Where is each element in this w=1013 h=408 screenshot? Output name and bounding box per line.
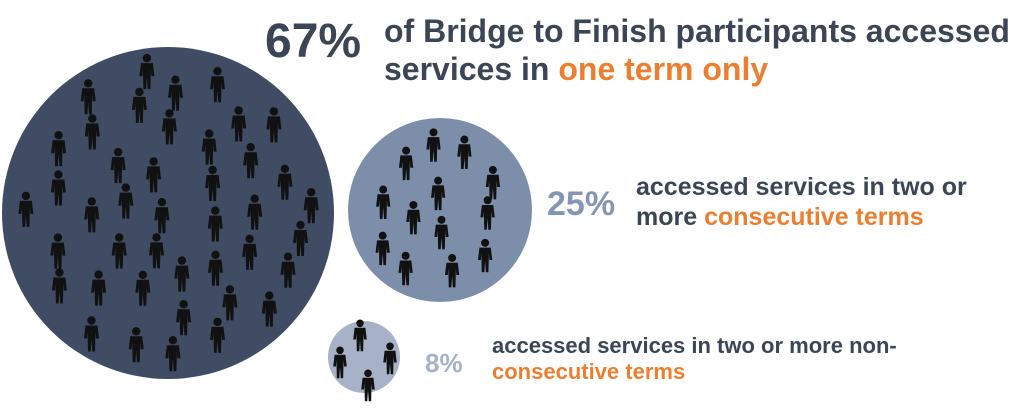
percent-non-consecutive: 8% [425,348,463,378]
description-text: accessed services in two or more non- [492,333,897,358]
description-text: accessed services in two or more [636,173,967,231]
circle-non-consecutive [328,321,400,393]
percent-one-term: 67% [265,15,362,68]
description-consecutive: accessed services in two or more consecu… [636,173,1013,232]
percent-consecutive: 25% [547,185,616,223]
description-highlight: consecutive terms [492,358,686,384]
description-highlight: consecutive terms [704,202,924,231]
description-text: of Bridge to Finish participants accesse… [384,13,1010,88]
description-one-term: of Bridge to Finish participants accesse… [384,12,1013,89]
description-highlight: one term only [558,51,769,88]
description-non-consecutive: accessed services in two or more non-con… [492,333,1013,385]
